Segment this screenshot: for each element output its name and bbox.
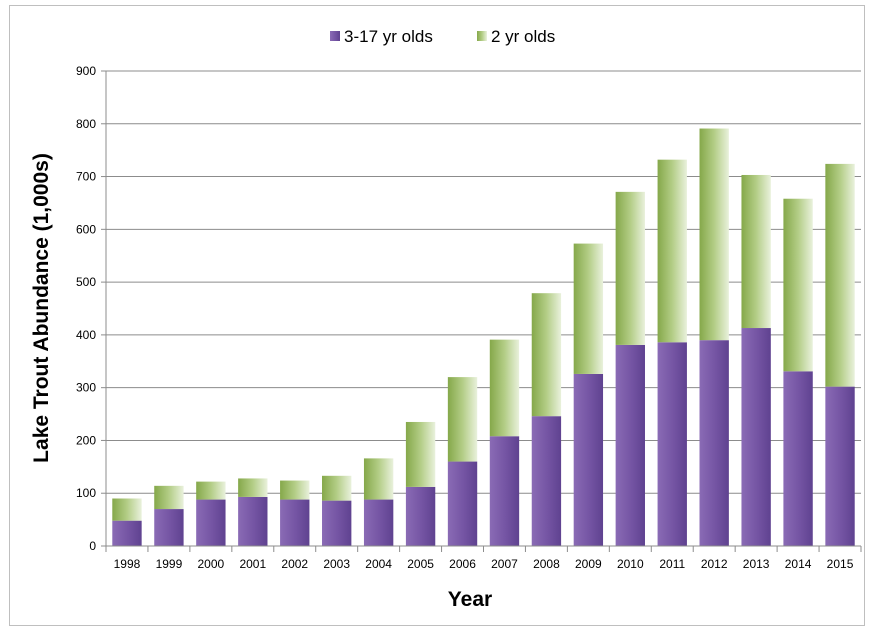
x-tick-label: 2001 (239, 557, 266, 571)
bar-2-yr-olds-2002 (280, 480, 310, 500)
y-tick-label: 0 (89, 539, 96, 553)
x-tick-label: 1998 (114, 557, 141, 571)
bar-3-17-yr-olds-2008 (531, 416, 562, 546)
bar-3-17-yr-olds-1999 (154, 509, 184, 546)
x-tick-label: 2003 (323, 557, 350, 571)
x-tick-label: 2005 (407, 557, 434, 571)
x-tick-label: 2013 (743, 557, 770, 571)
bars (112, 128, 855, 546)
x-tick-label: 1999 (156, 557, 183, 571)
y-axis-title: Lake Trout Abundance (1,000s) (30, 153, 53, 463)
x-axis (105, 71, 862, 552)
bar-3-17-yr-olds-2003 (322, 500, 352, 546)
x-axis-title: Year (448, 588, 492, 611)
x-tick-label: 2010 (617, 557, 644, 571)
bar-2-yr-olds-2007 (489, 339, 520, 437)
bar-3-17-yr-olds-2013 (741, 328, 771, 546)
bar-3-17-yr-olds-2005 (405, 486, 436, 546)
legend: 3-17 yr olds 2 yr olds (330, 27, 555, 46)
bar-2-yr-olds-2008 (531, 293, 562, 417)
y-tick-label: 700 (76, 170, 96, 184)
x-tick-label: 2008 (533, 557, 560, 571)
bar-3-17-yr-olds-2007 (489, 436, 520, 546)
y-tick-label: 200 (76, 433, 96, 447)
bar-2-yr-olds-2015 (825, 163, 855, 387)
y-axis-ticks: 0 100 200 300 400 500 600 700 800 900 (76, 64, 106, 553)
bar-2-yr-olds-2005 (405, 421, 436, 487)
bar-2-yr-olds-2012 (699, 128, 729, 341)
bar-3-17-yr-olds-2012 (699, 340, 729, 546)
y-tick-label: 400 (76, 328, 96, 342)
bar-3-17-yr-olds-2011 (657, 342, 687, 546)
bar-2-yr-olds-2014 (783, 198, 813, 372)
x-tick-label: 2006 (449, 557, 476, 571)
x-tick-label: 2002 (281, 557, 308, 571)
bar-2-yr-olds-2004 (363, 458, 394, 500)
y-tick-label: 300 (76, 381, 96, 395)
x-tick-label: 2012 (701, 557, 728, 571)
x-tick-label: 2000 (198, 557, 225, 571)
bar-3-17-yr-olds-2002 (280, 499, 310, 546)
bar-2-yr-olds-2009 (573, 243, 604, 374)
x-axis-ticks: 1998 1999 2000 2001 2002 2003 2004 2005 2006 2007… (114, 557, 854, 571)
x-tick-label: 2004 (365, 557, 392, 571)
y-tick-label: 100 (76, 486, 96, 500)
bar-3-17-yr-olds-2000 (196, 499, 226, 546)
gridlines (106, 70, 861, 494)
legend-swatch-3-17-yr-olds (330, 31, 340, 41)
x-tick-label: 2015 (827, 557, 854, 571)
bar-2-yr-olds-2010 (615, 191, 645, 345)
bar-3-17-yr-olds-2006 (447, 461, 478, 546)
x-tick-label: 2007 (491, 557, 518, 571)
y-tick-label: 500 (76, 275, 96, 289)
bar-3-17-yr-olds-2014 (783, 371, 813, 546)
x-tick-label: 2009 (575, 557, 602, 571)
bar-2-yr-olds-2011 (657, 159, 687, 343)
legend-label-2-yr-olds: 2 yr olds (491, 27, 555, 46)
bar-2-yr-olds-2003 (322, 475, 352, 501)
bar-2-yr-olds-2001 (238, 478, 268, 497)
x-tick-label: 2011 (659, 557, 685, 571)
bar-3-17-yr-olds-2009 (573, 373, 604, 546)
bar-3-17-yr-olds-2010 (615, 344, 645, 546)
y-tick-label: 900 (76, 64, 96, 78)
bar-2-yr-olds-1998 (112, 498, 142, 521)
legend-swatch-2-yr-olds (477, 31, 487, 41)
bar-2-yr-olds-2013 (741, 174, 771, 329)
bar-2-yr-olds-2006 (447, 377, 478, 462)
bar-3-17-yr-olds-1998 (112, 520, 142, 546)
bar-3-17-yr-olds-2015 (825, 386, 855, 546)
y-tick-label: 600 (76, 222, 96, 236)
bar-3-17-yr-olds-2001 (238, 496, 268, 546)
legend-label-3-17-yr-olds: 3-17 yr olds (344, 27, 433, 46)
bar-2-yr-olds-1999 (154, 485, 184, 510)
bar-2-yr-olds-2000 (196, 481, 226, 500)
bar-3-17-yr-olds-2004 (363, 499, 394, 546)
y-tick-label: 800 (76, 117, 96, 131)
x-tick-label: 2014 (785, 557, 812, 571)
